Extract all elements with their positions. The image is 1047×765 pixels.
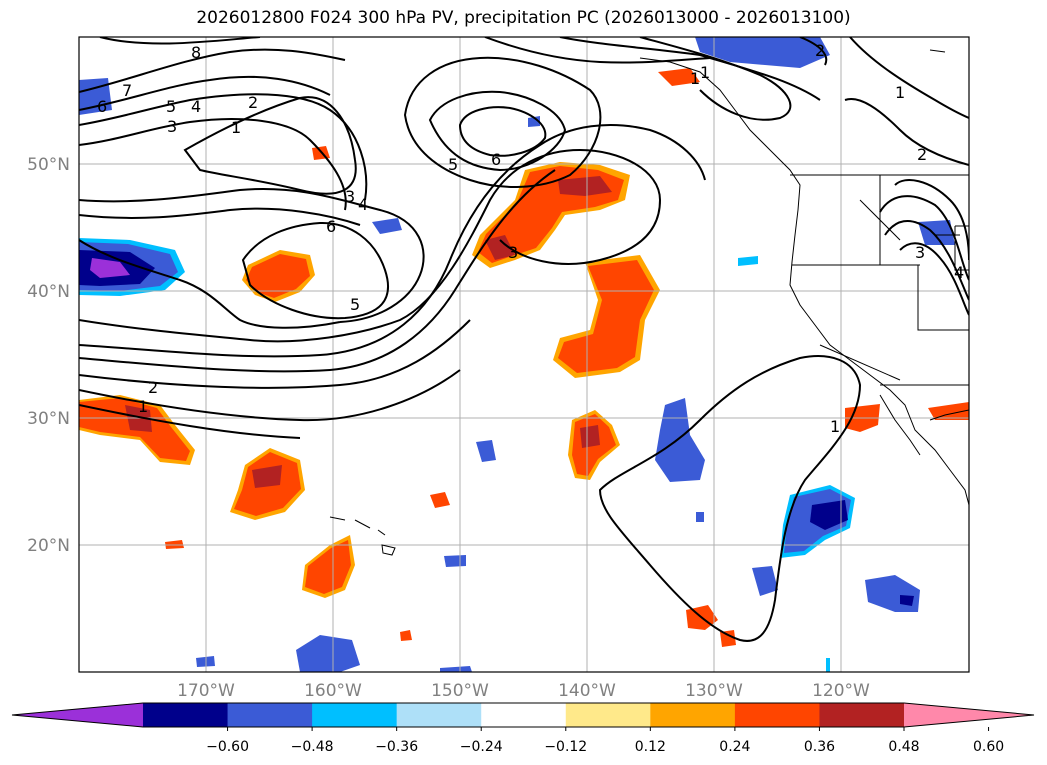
pv-label-5: 5: [166, 97, 176, 116]
precip-blob-south: [302, 535, 355, 598]
coastlines: [329, 49, 969, 556]
colorbar-segment: [143, 703, 229, 727]
lat-label-30n: 30°N: [27, 409, 70, 429]
colorbar-tick-label: 0.12: [635, 739, 666, 755]
pv-label-3: 3: [167, 117, 177, 136]
colorbar-extend-left: [12, 703, 143, 727]
map-title: 2026012800 F024 300 hPa PV, precipitatio…: [196, 8, 851, 28]
positive-precip-regions: [79, 68, 969, 647]
dry-blob-north: [695, 37, 830, 68]
precip-blob-west-mid: [242, 250, 315, 302]
dry-blob-south-east: [752, 566, 920, 612]
lon-label-120w: 120°W: [812, 681, 870, 701]
colorbar-tick-label: 0.48: [888, 739, 919, 755]
map-frame: [78, 36, 970, 673]
dry-blob-northwest-corner: [79, 78, 112, 115]
lon-label-160w: 160°W: [304, 681, 362, 701]
pv-contours: [79, 37, 969, 642]
map-plot-area: 8 7 6 5 4 3 2 1 1 6 5 3 4 6 5 3 2 1 1 2 …: [79, 37, 969, 672]
pv-label-7: 7: [122, 81, 132, 100]
pv-label-2-north: 2: [815, 41, 825, 60]
colorbar-segment: [650, 703, 736, 727]
pv-label-1-north: 1: [690, 69, 700, 88]
colorbar-segment: [312, 703, 398, 727]
colorbar-segment: [565, 703, 651, 727]
colorbar-segment: [481, 703, 567, 727]
graticule: [79, 37, 969, 672]
lon-label-140w: 140°W: [558, 681, 616, 701]
pv-label-5-north: 5: [448, 155, 458, 174]
precip-blob-central-south: [568, 410, 620, 480]
pv-label-4-mid: 4: [358, 195, 368, 214]
lon-label-170w: 170°W: [177, 681, 235, 701]
pv-label-6-north: 6: [491, 150, 501, 169]
dry-blob-southeast: [780, 485, 855, 558]
colorbar-tick-label: −0.48: [291, 739, 334, 755]
colorbar-segment: [396, 703, 482, 727]
colorbar-extend-right: [904, 703, 1034, 727]
colorbar-tick-label: 0.24: [719, 739, 750, 755]
lon-label-150w: 150°W: [431, 681, 489, 701]
lat-label-50n: 50°N: [27, 155, 70, 175]
pv-label-8: 8: [191, 43, 201, 62]
precip-blob-southwest: [230, 448, 305, 520]
colorbar-segment: [819, 703, 905, 727]
lat-label-20n: 20°N: [27, 536, 70, 556]
dry-blob-south: [196, 635, 472, 672]
longitude-labels: 170°W 160°W 150°W 140°W 130°W 120°W: [177, 681, 870, 701]
pv-label-1-northeast: 1: [895, 83, 905, 102]
colorbar-segment: [734, 703, 820, 727]
negative-precip-regions: [79, 37, 955, 672]
colorbar-tick-label: −0.24: [460, 739, 503, 755]
lon-label-130w: 130°W: [685, 681, 743, 701]
colorbar-tick-label: 0.60: [973, 739, 1004, 755]
pv-label-3-mid: 3: [345, 187, 355, 206]
pv-label-1-southeast: 1: [830, 417, 840, 436]
colorbar-segment: [227, 703, 313, 727]
latitude-labels: 50°N 40°N 30°N 20°N: [27, 155, 70, 556]
pv-label-6-mid: 6: [326, 217, 336, 236]
pv-label-6: 6: [97, 97, 107, 116]
pv-label-4-east-edge: 4: [954, 263, 964, 282]
pv-label-1-west: 1: [231, 118, 241, 137]
pv-label-2-northeast: 2: [917, 145, 927, 164]
lat-label-40n: 40°N: [27, 282, 70, 302]
colorbar-tick-label: 0.36: [804, 739, 835, 755]
pv-label-4: 4: [191, 97, 201, 116]
dry-blob-east-central: [655, 398, 705, 482]
pv-label-3-east: 3: [508, 243, 518, 262]
pv-label-1-northern-coast: 1: [700, 63, 710, 82]
colorbar-tick-label: −0.36: [375, 739, 418, 755]
dry-blob-small-misc: [372, 116, 955, 672]
pv-label-1-far-west: 1: [138, 397, 148, 416]
pv-label-5-mid: 5: [350, 295, 360, 314]
pv-label-2: 2: [248, 93, 258, 112]
colorbar: −0.60 −0.48 −0.36 −0.24 −0.12 0.12 0.24 0.36 0.4…: [11, 702, 1035, 755]
pv-label-2-west: 2: [148, 378, 158, 397]
pv-label-3-east-edge: 3: [915, 243, 925, 262]
pv-contour-labels: 8 7 6 5 4 3 2 1 1 6 5 3 4 6 5 3 2 1 1 2 …: [97, 41, 964, 436]
colorbar-tick-label: −0.60: [206, 739, 249, 755]
colorbar-tick-label: −0.12: [544, 739, 587, 755]
dry-blob-far-west: [79, 238, 185, 296]
precip-blob-central-east: [553, 255, 660, 378]
